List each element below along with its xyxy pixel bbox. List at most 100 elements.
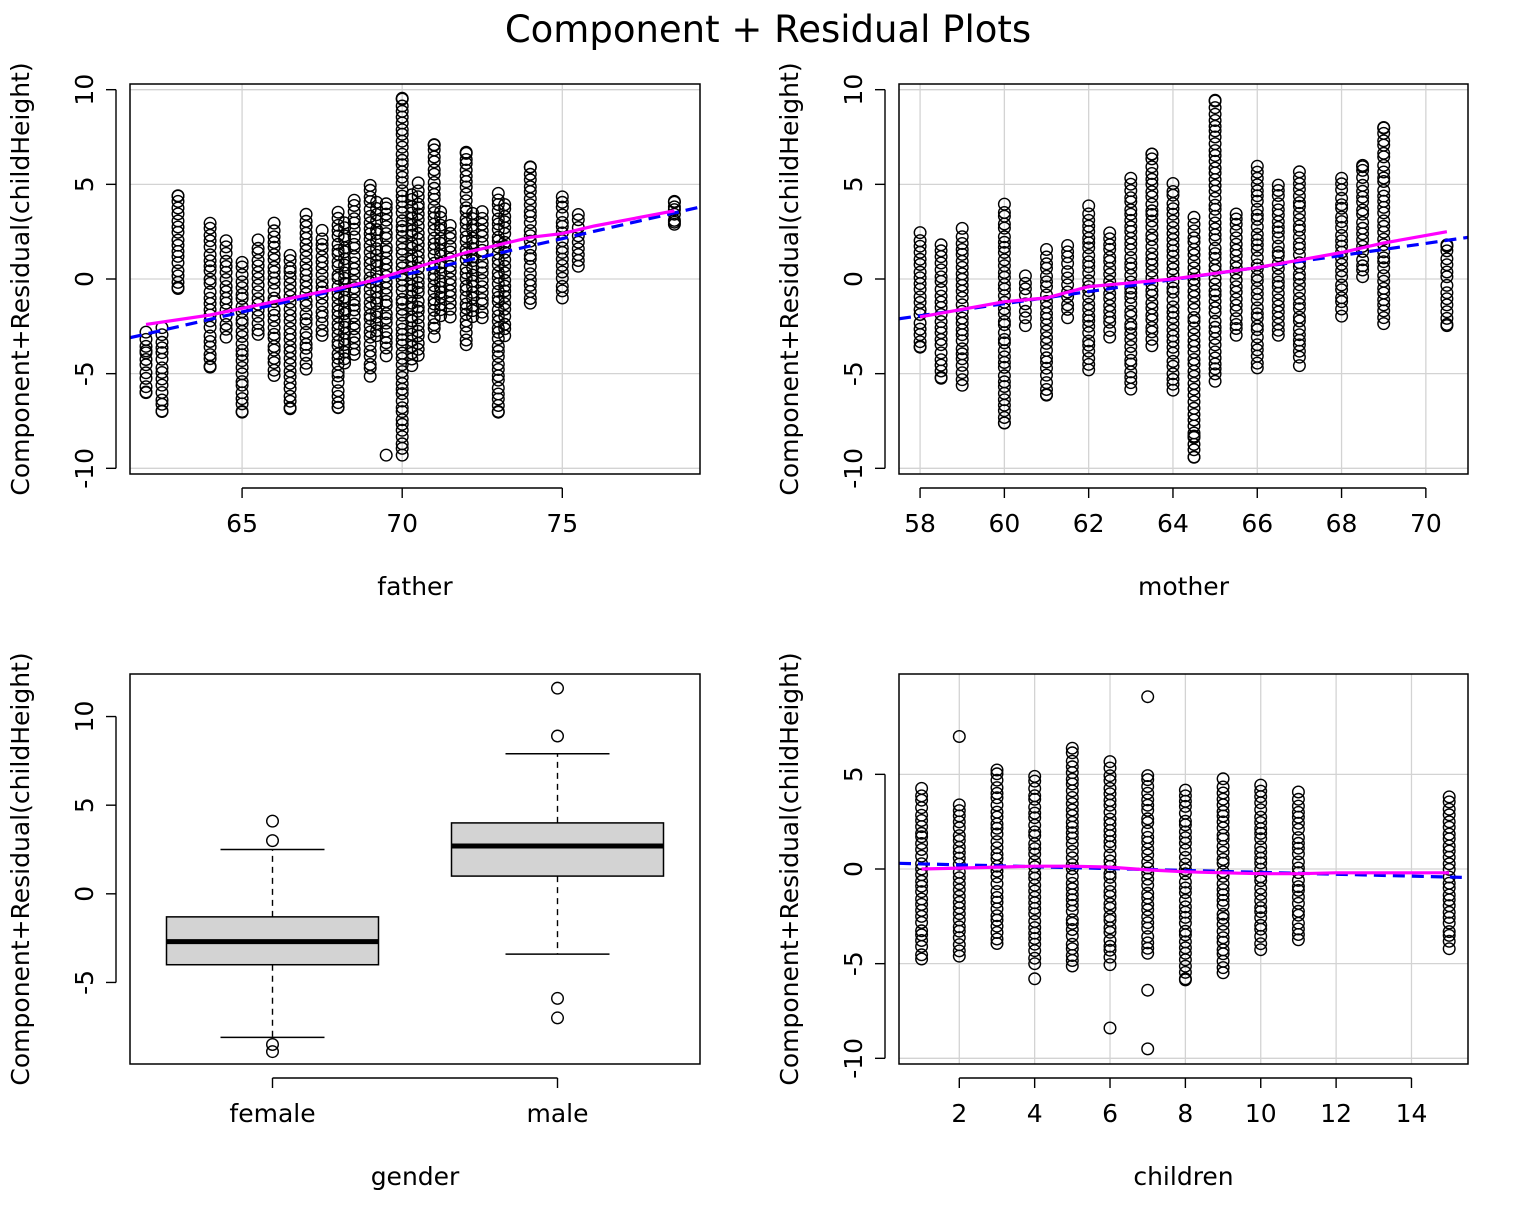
data-point xyxy=(1082,352,1096,366)
data-point xyxy=(155,405,169,419)
data-point xyxy=(283,394,297,408)
data-point xyxy=(1216,924,1230,938)
data-point xyxy=(1124,261,1138,275)
data-point xyxy=(1028,789,1042,803)
data-point xyxy=(299,325,313,339)
data-point xyxy=(1178,799,1192,813)
data-point xyxy=(139,371,153,385)
data-point xyxy=(498,253,512,267)
data-point xyxy=(990,909,1004,923)
x-tick-label: 6 xyxy=(1102,1099,1118,1128)
data-point xyxy=(952,834,966,848)
data-point xyxy=(251,316,265,330)
data-point xyxy=(219,318,233,332)
data-point xyxy=(1145,207,1159,221)
data-point xyxy=(347,298,361,312)
smooth-line xyxy=(145,209,675,326)
data-point xyxy=(411,276,425,290)
data-point xyxy=(1178,972,1192,986)
x-axis-label: father xyxy=(377,572,453,601)
data-point xyxy=(1208,362,1222,376)
data-point xyxy=(434,281,448,295)
data-point xyxy=(1187,450,1201,464)
data-point xyxy=(934,263,948,277)
data-point xyxy=(139,353,153,367)
data-point xyxy=(405,327,419,341)
data-point xyxy=(1208,241,1222,255)
data-point xyxy=(1187,248,1201,262)
data-point xyxy=(1166,305,1180,319)
data-point xyxy=(203,359,217,373)
data-point xyxy=(1291,841,1305,855)
data-point xyxy=(1229,237,1243,251)
data-point xyxy=(1377,120,1391,134)
data-point xyxy=(1442,925,1456,939)
data-point xyxy=(1377,245,1391,259)
data-point xyxy=(1254,887,1268,901)
data-point xyxy=(395,158,409,172)
data-point xyxy=(251,271,265,285)
data-point xyxy=(283,308,297,322)
data-point xyxy=(1065,831,1079,845)
data-point xyxy=(997,240,1011,254)
data-point xyxy=(443,231,457,245)
data-point xyxy=(370,324,384,338)
data-point xyxy=(915,934,929,948)
data-point xyxy=(411,342,425,356)
data-point xyxy=(267,331,281,345)
data-point xyxy=(1229,328,1243,342)
data-point xyxy=(363,325,377,339)
x-axis-label: children xyxy=(1133,1162,1233,1191)
data-point xyxy=(1216,931,1230,945)
data-point xyxy=(952,829,966,843)
data-point xyxy=(338,356,352,370)
data-point xyxy=(1145,233,1159,247)
data-point xyxy=(139,386,153,400)
data-point xyxy=(1039,368,1053,382)
x-tick-label: 58 xyxy=(904,509,936,538)
data-point xyxy=(1065,791,1079,805)
scatter-points xyxy=(913,93,1454,464)
data-point xyxy=(1061,302,1075,316)
y-axis-label: Component+Residual(childHeight) xyxy=(775,62,804,495)
data-point xyxy=(1229,224,1243,238)
x-tick-label: 64 xyxy=(1157,509,1189,538)
data-point xyxy=(1028,951,1042,965)
data-point xyxy=(1028,842,1042,856)
data-point xyxy=(235,288,249,302)
data-point xyxy=(395,333,409,347)
data-point xyxy=(411,304,425,318)
data-point xyxy=(219,322,233,336)
data-point xyxy=(990,926,1004,940)
data-point xyxy=(347,303,361,317)
data-point xyxy=(1271,249,1285,263)
data-point xyxy=(1291,855,1305,869)
data-point xyxy=(434,266,448,280)
data-point xyxy=(466,236,480,250)
data-point xyxy=(915,892,929,906)
panel-gender: female male gender -5 0 5 10 Component+Residual… xyxy=(6,652,701,1191)
data-point xyxy=(155,346,169,360)
data-point xyxy=(315,298,329,312)
data-point xyxy=(1187,277,1201,291)
data-point xyxy=(955,352,969,366)
data-point xyxy=(1292,278,1306,292)
data-point xyxy=(267,271,281,285)
data-point xyxy=(1216,893,1230,907)
data-point xyxy=(990,902,1004,916)
data-point xyxy=(1082,213,1096,227)
data-point xyxy=(203,221,217,235)
data-point xyxy=(523,248,537,262)
data-point xyxy=(1124,309,1138,323)
data-point xyxy=(379,207,393,221)
data-point xyxy=(405,340,419,354)
data-point xyxy=(571,207,585,221)
data-point xyxy=(1229,322,1243,336)
data-point xyxy=(235,337,249,351)
data-point xyxy=(498,309,512,323)
data-point xyxy=(315,223,329,237)
data-point xyxy=(1124,257,1138,271)
data-point xyxy=(1124,340,1138,354)
data-point xyxy=(1254,901,1268,915)
data-point xyxy=(1103,755,1117,769)
